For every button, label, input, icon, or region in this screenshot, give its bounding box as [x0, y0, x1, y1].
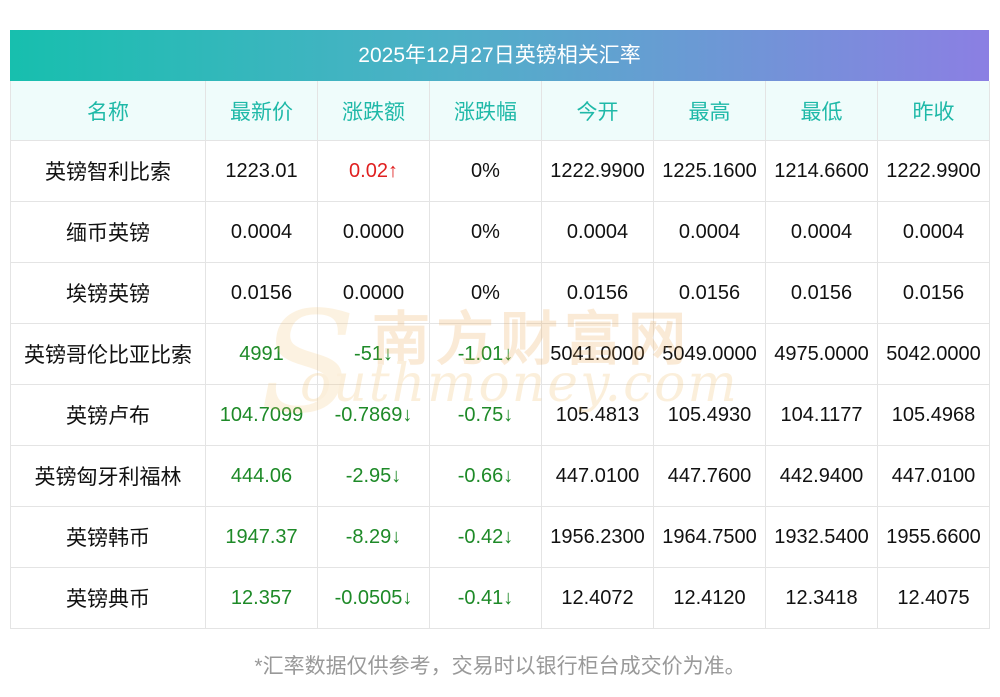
column-header-change-pct: 涨跌幅: [429, 81, 542, 141]
cell-open: 1956.2300: [541, 506, 654, 568]
table-title: 2025年12月27日英镑相关汇率: [10, 30, 989, 81]
cell-change: -2.95↓: [317, 445, 430, 507]
column-header-open: 今开: [541, 81, 654, 141]
cell-change-pct: -0.42↓: [429, 506, 542, 568]
column-header-prev-close: 昨收: [877, 81, 990, 141]
column-header-change: 涨跌额: [317, 81, 430, 141]
table-row: 英镑哥伦比亚比索 4991 -51↓ -1.01↓ 5041.0000 5049.0000…: [10, 323, 990, 385]
cell-high: 447.7600: [653, 445, 766, 507]
cell-change-pct: -1.01↓: [429, 323, 542, 385]
cell-high: 5049.0000: [653, 323, 766, 385]
table-body: 英镑智利比索 1223.01 0.02↑ 0% 1222.9900 1225.1600 12…: [10, 140, 990, 629]
cell-change: -0.7869↓: [317, 384, 430, 446]
table-row: 埃镑英镑 0.0156 0.0000 0% 0.0156 0.0156 0.0156 0.01…: [10, 262, 990, 324]
cell-open: 0.0156: [541, 262, 654, 324]
cell-low: 12.3418: [765, 567, 878, 629]
cell-high: 1225.1600: [653, 140, 766, 202]
cell-open: 105.4813: [541, 384, 654, 446]
cell-open: 0.0004: [541, 201, 654, 263]
cell-prev-close: 447.0100: [877, 445, 990, 507]
cell-low: 0.0156: [765, 262, 878, 324]
exchange-rate-table: 名称 最新价 涨跌额 涨跌幅 今开 最高 最低 昨收 英镑智利比索 1223.01…: [10, 81, 990, 629]
cell-latest: 0.0156: [205, 262, 318, 324]
cell-latest: 444.06: [205, 445, 318, 507]
column-header-low: 最低: [765, 81, 878, 141]
cell-low: 104.1177: [765, 384, 878, 446]
cell-change-pct: -0.75↓: [429, 384, 542, 446]
cell-name: 埃镑英镑: [10, 262, 206, 324]
exchange-rate-panel: 2025年12月27日英镑相关汇率 名称 最新价 涨跌额 涨跌幅 今开 最高 最…: [10, 30, 990, 629]
cell-open: 5041.0000: [541, 323, 654, 385]
cell-name: 英镑卢布: [10, 384, 206, 446]
cell-latest: 12.357: [205, 567, 318, 629]
cell-change-pct: 0%: [429, 201, 542, 263]
cell-name: 缅币英镑: [10, 201, 206, 263]
cell-name: 英镑匈牙利福林: [10, 445, 206, 507]
cell-prev-close: 5042.0000: [877, 323, 990, 385]
cell-change-pct: -0.66↓: [429, 445, 542, 507]
cell-open: 12.4072: [541, 567, 654, 629]
cell-latest: 1947.37: [205, 506, 318, 568]
table-row: 英镑韩币 1947.37 -8.29↓ -0.42↓ 1956.2300 1964.750…: [10, 506, 990, 568]
cell-prev-close: 0.0004: [877, 201, 990, 263]
column-header-name: 名称: [10, 81, 206, 141]
cell-change: 0.0000: [317, 201, 430, 263]
cell-name: 英镑韩币: [10, 506, 206, 568]
cell-open: 447.0100: [541, 445, 654, 507]
cell-prev-close: 12.4075: [877, 567, 990, 629]
cell-name: 英镑哥伦比亚比索: [10, 323, 206, 385]
cell-high: 0.0004: [653, 201, 766, 263]
cell-high: 0.0156: [653, 262, 766, 324]
table-row: 缅币英镑 0.0004 0.0000 0% 0.0004 0.0004 0.0004 0.00…: [10, 201, 990, 263]
column-header-high: 最高: [653, 81, 766, 141]
cell-low: 1214.6600: [765, 140, 878, 202]
cell-prev-close: 1222.9900: [877, 140, 990, 202]
cell-change-pct: 0%: [429, 140, 542, 202]
cell-latest: 104.7099: [205, 384, 318, 446]
cell-change: -0.0505↓: [317, 567, 430, 629]
cell-low: 0.0004: [765, 201, 878, 263]
cell-prev-close: 1955.6600: [877, 506, 990, 568]
table-row: 英镑智利比索 1223.01 0.02↑ 0% 1222.9900 1225.1600 12…: [10, 140, 990, 202]
cell-low: 1932.5400: [765, 506, 878, 568]
cell-latest: 4991: [205, 323, 318, 385]
cell-high: 105.4930: [653, 384, 766, 446]
table-row: 英镑卢布 104.7099 -0.7869↓ -0.75↓ 105.4813 105.49…: [10, 384, 990, 446]
cell-latest: 0.0004: [205, 201, 318, 263]
cell-low: 442.9400: [765, 445, 878, 507]
cell-name: 英镑典币: [10, 567, 206, 629]
cell-name: 英镑智利比索: [10, 140, 206, 202]
cell-change: 0.0000: [317, 262, 430, 324]
disclaimer-footnote: *汇率数据仅供参考，交易时以银行柜台成交价为准。: [254, 655, 746, 678]
column-header-latest: 最新价: [205, 81, 318, 141]
table-row: 英镑典币 12.357 -0.0505↓ -0.41↓ 12.4072 12.4120 12…: [10, 567, 990, 629]
cell-change: 0.02↑: [317, 140, 430, 202]
cell-change-pct: -0.41↓: [429, 567, 542, 629]
cell-high: 1964.7500: [653, 506, 766, 568]
cell-change: -51↓: [317, 323, 430, 385]
table-header-row: 名称 最新价 涨跌额 涨跌幅 今开 最高 最低 昨收: [10, 81, 990, 141]
cell-low: 4975.0000: [765, 323, 878, 385]
cell-high: 12.4120: [653, 567, 766, 629]
cell-change: -8.29↓: [317, 506, 430, 568]
cell-change-pct: 0%: [429, 262, 542, 324]
cell-open: 1222.9900: [541, 140, 654, 202]
cell-prev-close: 0.0156: [877, 262, 990, 324]
table-row: 英镑匈牙利福林 444.06 -2.95↓ -0.66↓ 447.0100 447.760…: [10, 445, 990, 507]
cell-latest: 1223.01: [205, 140, 318, 202]
cell-prev-close: 105.4968: [877, 384, 990, 446]
